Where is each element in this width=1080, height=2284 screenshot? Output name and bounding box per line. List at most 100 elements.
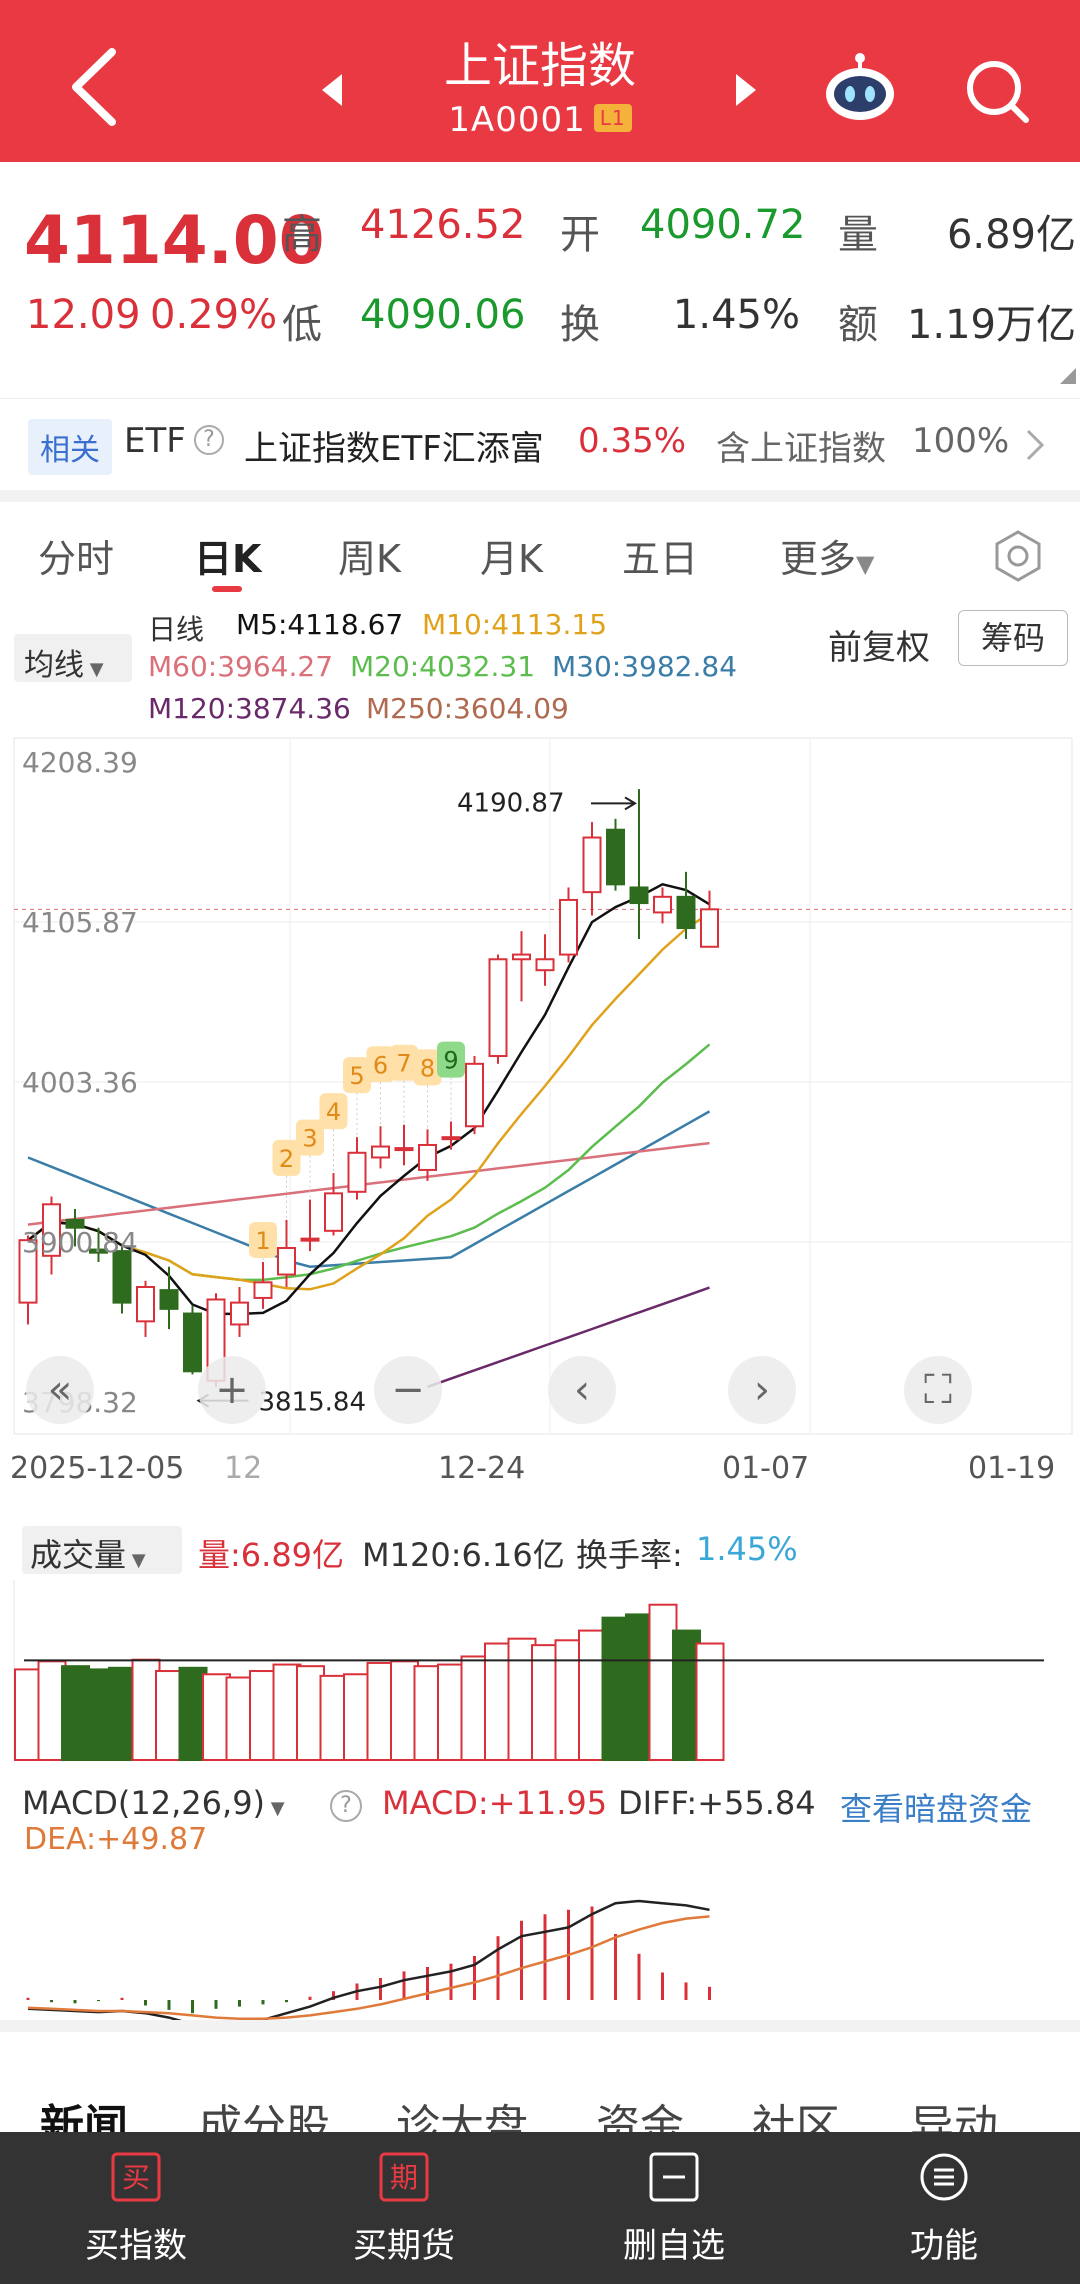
kline-chart[interactable]: 4208.394105.874003.363900.843798.322025-… — [0, 730, 1080, 1488]
remove-watchlist-label: 删自选 — [623, 2226, 725, 2266]
macd-value: MACD:+11.95 — [382, 1784, 608, 1822]
related-etf-row[interactable]: 相关 ETF ? 上证指数ETF汇添富 0.35% 含上证指数 100% — [0, 398, 1080, 490]
functions-button[interactable]: 功能 — [844, 2152, 1044, 2267]
pan-left-icon-glyph: ‹ — [574, 1367, 590, 1413]
header-bar: 上证指数 1A0001 L1 — [0, 0, 1080, 162]
tab-daily-k[interactable]: 日K — [194, 537, 262, 581]
candle-body — [371, 1145, 390, 1159]
help-icon[interactable]: ? — [330, 1790, 362, 1822]
low-value: 4090.06 — [360, 292, 526, 338]
section-divider — [0, 2020, 1080, 2032]
tab-five-day[interactable]: 五日 — [622, 537, 699, 581]
low-label: 低 — [282, 302, 322, 348]
pan-right-icon[interactable] — [728, 1356, 796, 1424]
remove-icon — [649, 2152, 699, 2202]
expand-corner-icon[interactable] — [1060, 368, 1076, 384]
nine-turn-badge — [437, 1041, 465, 1078]
amount-label: 额 — [838, 302, 878, 348]
tab-more-label: 更多 — [780, 537, 857, 581]
macd-chart[interactable] — [0, 1860, 1080, 2020]
open-label: 开 — [560, 212, 600, 258]
period-tabs: 分时 日K 周K 月K 五日 更多▼ — [0, 506, 1080, 596]
candle-body — [42, 1203, 61, 1257]
candle-body — [183, 1312, 202, 1373]
chevron-right-icon — [1026, 429, 1045, 461]
volume-label: 量 — [838, 212, 878, 258]
adjust-mode[interactable]: 前复权 — [828, 628, 930, 668]
scroll-left-fast-icon[interactable] — [26, 1356, 94, 1424]
candle-body — [606, 828, 625, 886]
ma-selector-label: 均线 — [24, 648, 84, 683]
candle-body — [159, 1289, 179, 1310]
y-tick-label: 3900.84 — [22, 1226, 138, 1259]
ma-m30: M30:3982.84 — [552, 650, 738, 683]
volume-selector[interactable]: 成交量 ▼ — [22, 1526, 182, 1574]
remove-watchlist-button[interactable]: 删自选 — [574, 2152, 774, 2267]
diff-value: DIFF:+55.84 — [618, 1784, 816, 1822]
buy-futures-button[interactable]: 期 买期货 — [304, 2152, 504, 2267]
nine-turn-number: 8 — [420, 1054, 435, 1082]
x-tick-label: 12-24 — [438, 1451, 525, 1486]
stock-code-text: 1A0001 — [448, 100, 586, 140]
settings-icon[interactable] — [990, 528, 1046, 584]
candle-body — [653, 895, 672, 914]
zoom-out-icon[interactable] — [374, 1356, 442, 1424]
nine-turn-badge — [343, 1057, 371, 1094]
y-tick-label: 4208.39 — [22, 746, 138, 779]
tab-fenshi[interactable]: 分时 — [38, 537, 115, 581]
kline-frame — [13, 737, 1073, 1435]
candle-body — [418, 1143, 437, 1171]
candle-body — [512, 953, 531, 961]
buy-futures-label: 买期货 — [353, 2226, 455, 2266]
zoom-in-icon[interactable] — [198, 1356, 266, 1424]
volume-bar — [695, 1642, 725, 1761]
turnover-rate-label: 换手率: — [576, 1536, 683, 1574]
nine-turn-number: 1 — [255, 1227, 270, 1255]
candle-body — [253, 1281, 273, 1299]
etf-weight: 100% — [912, 421, 1010, 461]
candle-body — [136, 1286, 155, 1323]
macd-header: MACD(12,26,9) ▼ ? MACD:+11.95 DIFF:+55.8… — [0, 1776, 1080, 1876]
volume-chart[interactable] — [0, 1580, 1080, 1766]
caret-down-icon: ▼ — [126, 1550, 146, 1571]
nine-turn-number: 2 — [279, 1145, 294, 1173]
dark-pool-link[interactable]: 查看暗盘资金 — [840, 1790, 1033, 1828]
zoom-in-icon-glyph: + — [215, 1367, 249, 1413]
ma-m20: M20:4032.31 — [350, 650, 536, 683]
diff-line — [27, 1899, 710, 2020]
candle-body — [582, 836, 602, 894]
nine-turn-badge — [366, 1046, 395, 1083]
tab-weekly-k[interactable]: 周K — [338, 537, 401, 581]
x-tick-label: 2025-12-05 — [10, 1451, 184, 1486]
tab-more[interactable]: 更多▼ — [780, 528, 874, 583]
pan-left-icon[interactable] — [548, 1356, 616, 1424]
fullscreen-icon[interactable] — [904, 1356, 972, 1424]
macd-selector[interactable]: MACD(12,26,9) ▼ — [22, 1784, 285, 1822]
chip-distribution-button[interactable]: 筹码 — [958, 610, 1068, 666]
ma-m60: M60:3964.27 — [148, 650, 334, 683]
tab-monthly-k[interactable]: 月K — [480, 537, 543, 581]
change-percent: 0.29% — [150, 292, 278, 338]
buy-icon: 买 — [111, 2152, 161, 2202]
next-stock-icon[interactable] — [736, 74, 756, 106]
buy-index-button[interactable]: 买 买指数 — [36, 2152, 236, 2267]
search-icon[interactable] — [962, 56, 1032, 126]
turnover-value: 1.45% — [672, 292, 800, 338]
etf-name: 上证指数ETF汇添富 — [244, 429, 544, 469]
help-icon[interactable]: ? — [194, 425, 224, 455]
ma-selector[interactable]: 均线 ▼ — [14, 634, 132, 683]
high-label: 高 — [282, 212, 322, 258]
last-price: 4114.00 — [24, 202, 325, 279]
ma-m120: M120:3874.36 — [148, 692, 351, 725]
nine-turn-number: 7 — [396, 1050, 411, 1078]
nine-turn-number: 5 — [349, 1062, 364, 1090]
prev-stock-icon[interactable] — [322, 74, 342, 106]
high-value: 4126.52 — [360, 202, 526, 248]
ma-m10: M10:4113.15 — [422, 608, 608, 641]
back-icon[interactable] — [60, 42, 130, 132]
candle-body — [230, 1301, 249, 1326]
robot-assistant-icon[interactable] — [822, 52, 898, 122]
nine-turn-badge — [413, 1049, 442, 1086]
candle-body — [347, 1151, 367, 1193]
open-value: 4090.72 — [640, 202, 806, 248]
